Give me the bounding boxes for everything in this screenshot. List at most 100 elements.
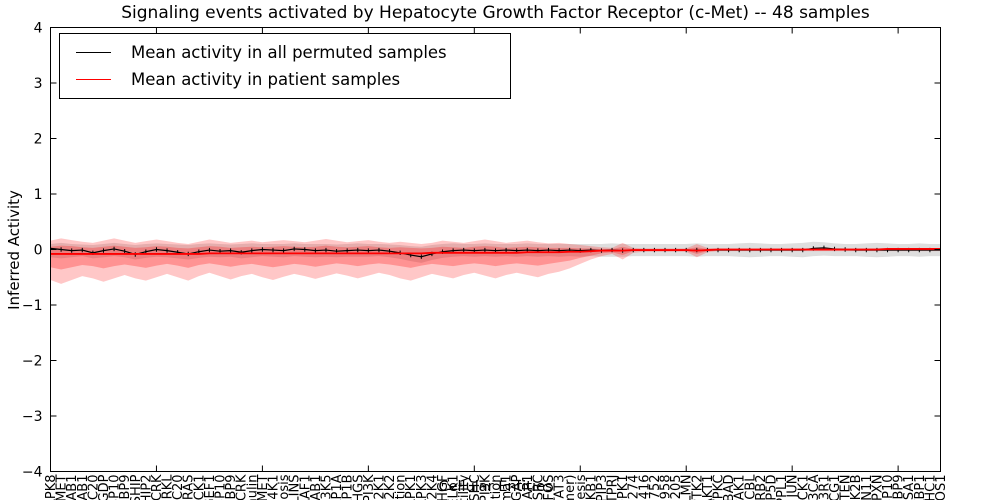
x-tick-label: SOS1 <box>934 475 949 500</box>
x-tick-label: ELK1 <box>447 475 462 500</box>
x-tick-label: SHP2/GRB2/SOS1/GAB1 <box>65 475 80 500</box>
x-tick-label: GO:0007205 <box>669 475 684 500</box>
x-tick-label: CRKL <box>161 474 176 500</box>
x-tick-label: PDPK1 <box>616 475 631 500</box>
legend-label: Mean activity in all permuted samples <box>131 42 447 62</box>
x-tick-label: MAP2K1 <box>372 475 387 500</box>
x-tick-label: NCK/PLCgamma1 <box>500 475 515 500</box>
x-tick-label: BAD <box>722 475 737 500</box>
x-tick-label: HGS <box>351 475 366 500</box>
legend-entry-patient: Mean activity in patient samples <box>60 70 510 89</box>
x-tick-label: PTEN <box>839 475 854 500</box>
x-tick-label: cell migration <box>489 475 504 500</box>
x-tick-label: PLCG1 <box>828 475 843 500</box>
x-tick-label: RPS6KB1 <box>584 475 599 500</box>
x-tick-label: STAT3 (dimer) <box>563 475 578 500</box>
x-tick-label: HGF/MET/CIN85/CBL/ENDOPHILINS <box>288 475 303 500</box>
x-tick-label: RAP1B <box>341 475 356 500</box>
x-tick-label: HRAS <box>182 475 197 500</box>
x-tick-label: FOS <box>542 475 557 500</box>
x-tick-label: PXN <box>870 475 885 500</box>
x-tick-label: MET/RANBP10 <box>214 475 229 500</box>
permuted-line-sample <box>76 51 111 53</box>
x-tick-label: EntrezGene:200958 <box>659 475 674 500</box>
x-tick-label: INPP5D <box>764 475 779 500</box>
y-tick-label: 3 <box>34 76 43 92</box>
y-tick-label: 0 <box>34 243 43 259</box>
x-tick-label: HGF/MET <box>256 474 271 500</box>
x-tick-label: MET/MUC20 <box>171 475 186 500</box>
x-tick-label: MET/RANBP9 <box>224 475 239 500</box>
x-tick-label: MAPK1 <box>404 475 419 500</box>
x-tick-label: HGF/MET/Paxillin/FAK1/FAK12/RasGAP <box>510 474 525 500</box>
x-tick-label: GAB1 <box>76 475 91 500</box>
x-tick-label: HGF/MET/RANBP10 <box>108 475 123 500</box>
patient-line-sample <box>76 79 111 81</box>
x-tick-label: mol:SU5416 <box>637 475 652 500</box>
x-tick-label: NCK1 <box>796 475 811 500</box>
x-tick-label: RANBP10 <box>881 475 896 500</box>
chart-title: Signaling events activated by Hepatocyte… <box>121 3 870 23</box>
x-tick-label: HGF/MET/SHIP <box>129 474 144 500</box>
x-tick-label: JUN <box>786 475 801 499</box>
x-tick-label: PAK1 <box>733 475 748 500</box>
x-tick-label: HGF/MET/MUC20 <box>86 475 101 500</box>
x-tick-label: mol:PHA665752 <box>648 475 663 500</box>
x-tick-label: GAB1/CRKL/SHP2/PI3K <box>362 474 377 500</box>
x-tick-label: SH3KBP1 <box>913 475 928 500</box>
x-tick-label: DOCK1 <box>192 475 207 500</box>
x-tick-label: MET/Glomulin <box>245 475 260 500</box>
x-tick-label: GLMN <box>680 475 695 500</box>
y-tick-label: −2 <box>22 354 43 370</box>
x-tick-label: PTPRJ <box>606 475 621 500</box>
x-tick-label: mol:GDP <box>97 474 112 500</box>
x-tick-label: CBL <box>743 474 758 500</box>
y-tick-label: 2 <box>34 132 43 148</box>
legend-label: Mean activity in patient samples <box>131 70 401 90</box>
x-tick-label: HGF/MET/SHIP2 <box>139 475 154 500</box>
y-axis-label: Inferred Activity <box>5 190 23 310</box>
x-tick-label: MAP3K5 <box>319 475 334 500</box>
x-tick-label: MET <box>55 474 70 500</box>
y-tick-label: 1 <box>34 187 43 203</box>
x-tick-label: PI3K <box>478 474 493 500</box>
y-tick-label: 4 <box>34 21 43 37</box>
legend: Mean activity in all permuted samples Me… <box>59 33 511 99</box>
x-tick-label: AKT1 <box>701 475 716 500</box>
x-tick-label: CBL/CRK <box>235 474 250 500</box>
x-tick-label: mol:PIP3 <box>595 475 610 500</box>
x-tick-label: RAP1A <box>330 474 345 500</box>
x-tick-label: RAPGEF1 <box>203 475 218 500</box>
x-tick-label: MAPK3 <box>415 475 430 500</box>
x-tick-label: PIK3CA <box>807 474 822 500</box>
x-tick-label: GRB2/SHC <box>468 475 483 500</box>
x-tick-label: PTPN11 <box>860 475 875 500</box>
x-tick-label: RAF1 <box>298 475 313 500</box>
legend-entry-permuted: Mean activity in all permuted samples <box>60 43 510 62</box>
x-tick-label: HGF/MET/RANBP9 <box>118 475 133 500</box>
x-tick-label: RASA1 <box>902 475 917 500</box>
x-tick-label: STAT3 <box>553 475 568 500</box>
x-tick-label: SRC <box>531 475 546 500</box>
x-tick-label: CRK <box>150 474 165 500</box>
x-tick-label: PIK3R1 <box>817 475 832 500</box>
y-tick-label: −1 <box>22 298 43 314</box>
y-tick-label: −3 <box>22 409 43 425</box>
x-tick-label: PTK2B <box>849 475 864 500</box>
x-tick-label: apoptosis <box>277 474 292 500</box>
x-tick-label: MAP2K2 <box>383 475 398 500</box>
x-tick-label: MAP4K1 <box>267 475 282 500</box>
x-tick-label: cell proliferation <box>394 475 409 500</box>
x-tick-label: AP1 <box>521 475 536 500</box>
x-tick-label: cell motility <box>457 474 472 500</box>
x-tick-label: SHP2/GRB2/SOS1GAB1 <box>309 475 324 500</box>
x-tick-label: INPPL1 <box>775 475 790 500</box>
y-tick-label: −4 <box>22 465 43 481</box>
x-tick-label: GRB2 <box>754 475 769 500</box>
x-tick-label: PLCgamma1/PKC <box>712 475 727 500</box>
x-tick-label: MAP2K4 <box>425 475 440 500</box>
x-tick-label: HGF <box>436 475 451 500</box>
x-tick-label: MAPK8 <box>44 475 59 500</box>
